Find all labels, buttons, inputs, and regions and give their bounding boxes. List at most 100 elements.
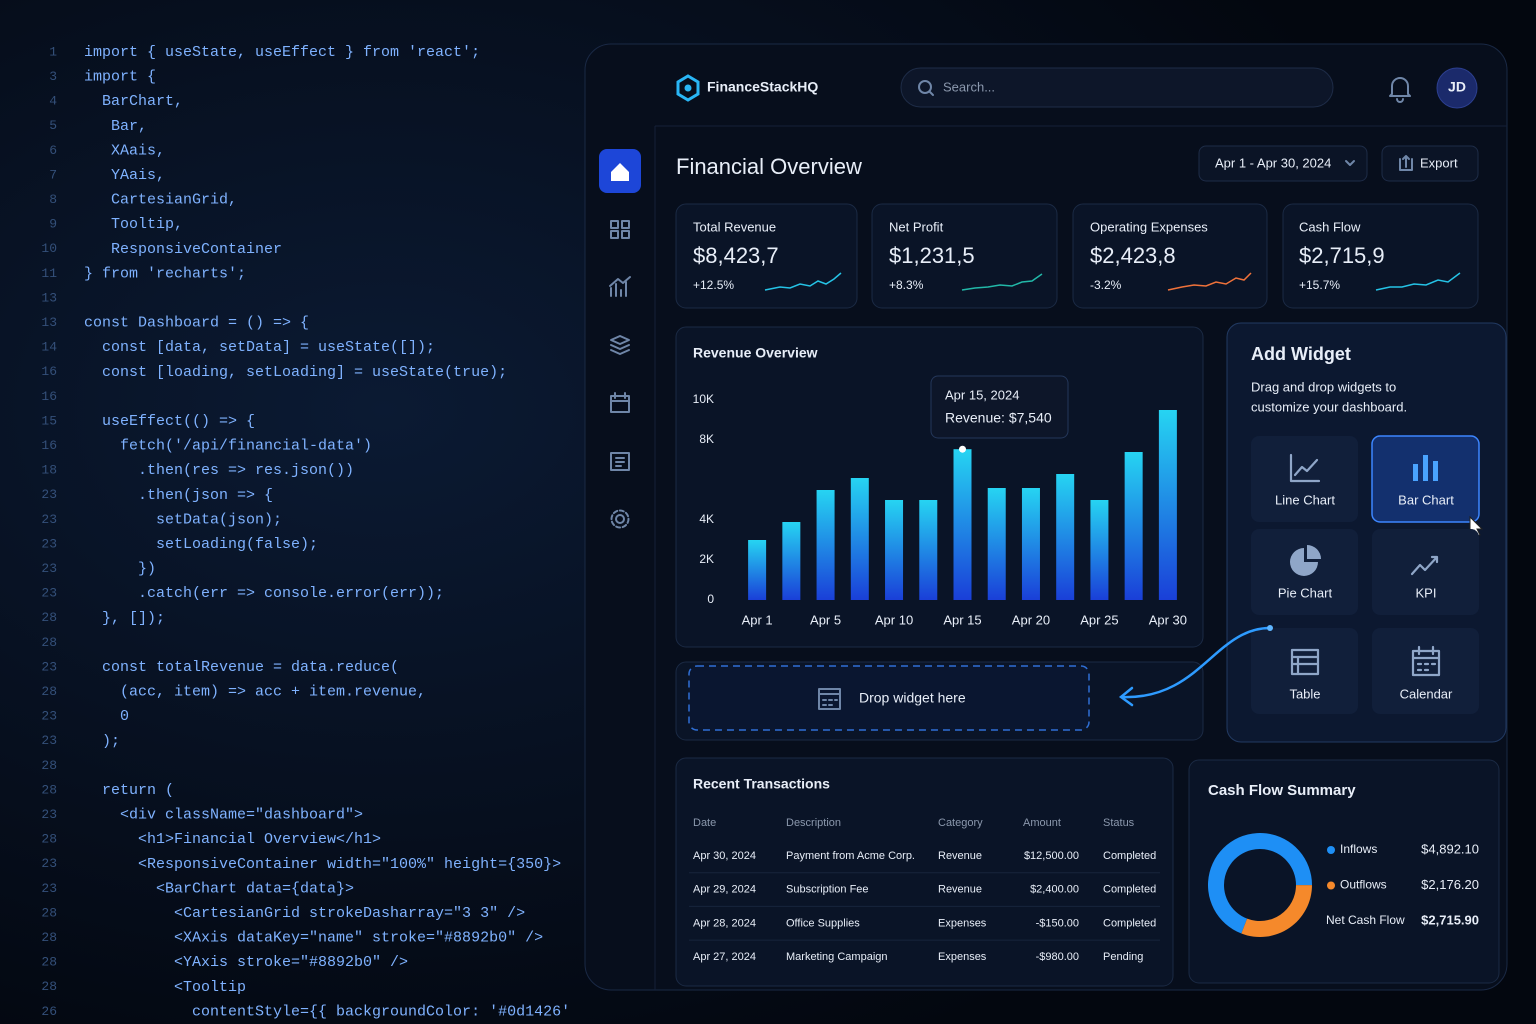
code-line: <CartesianGrid strokeDasharray="3 3" /> [84,905,525,922]
avatar[interactable] [1436,67,1478,109]
nav-reports[interactable] [610,452,630,471]
drop-zone[interactable] [688,665,1090,731]
bar [953,449,972,600]
table-cell: $2,400.00 [1030,884,1079,896]
widget-tile[interactable] [1372,529,1479,615]
bar [919,500,938,600]
line-number: 28 [41,610,57,625]
kpi-value: $2,715,9 [1299,243,1385,268]
line-number: 28 [41,955,57,970]
bar [987,488,1006,600]
code-line: <XAxis dataKey="name" stroke="#8892b0" /… [84,930,543,947]
line-number: 28 [41,684,57,699]
home-icon [611,163,629,181]
line-number: 1 [49,44,57,59]
code-line: return ( [84,782,174,799]
panel-description: customize your dashboard. [1251,399,1407,414]
export-icon [1399,155,1413,171]
line-number: 23 [41,586,57,601]
line-number: 28 [41,782,57,797]
bar [1158,410,1177,600]
bar [885,500,904,600]
table-cell: Subscription Fee [786,884,869,896]
line-number: 23 [41,659,57,674]
line-number: 18 [41,463,57,478]
column-header: Status [1103,817,1135,829]
column-header: Date [693,817,716,829]
code-line: YAais, [84,167,165,184]
nav-settings-gear[interactable] [610,509,630,529]
search-placeholder: Search... [943,79,995,94]
kpi-label: Cash Flow [1299,219,1361,234]
nav-analytics[interactable] [609,276,631,297]
widget-icon [1290,648,1320,676]
panel-title: Add Widget [1251,344,1351,364]
widget-tile[interactable] [1251,436,1358,522]
donut-chart: Inflows $4,892.10 Outflows $2,176.20 [1208,833,1479,938]
sparkline [1167,272,1252,291]
line-number: 13 [41,290,57,305]
bar [1124,452,1143,600]
code-line: .catch(err => console.error(err)); [84,585,444,602]
code-line: useEffect(() => { [84,413,255,430]
panel-description: Drag and drop widgets to [1251,379,1396,394]
x-tick-label: Apr 10 [875,612,913,627]
kpi-card [871,203,1058,309]
code-line: <div className="dashboard"> [84,807,363,824]
table-cell: Pending [1103,951,1143,963]
legend-value: $2,176.20 [1421,877,1479,892]
line-number: 5 [49,118,57,133]
code-line: Bar, [84,118,147,135]
line-number: 23 [41,561,57,576]
table-cell: Apr 28, 2024 [693,917,756,929]
x-tick-label: Apr 5 [810,612,841,627]
widget-tile[interactable] [1251,628,1358,714]
table-cell: Apr 27, 2024 [693,951,756,963]
line-number: 11 [41,266,57,281]
line-number: 23 [41,487,57,502]
nav-grid[interactable] [610,220,630,239]
bar-chart: 0 2K 4K 8K 10K Apr 1 Apr 5 Apr 10 Apr 15 Apr 20 Ap… [693,392,1187,627]
code-line: } from 'recharts'; [84,265,246,282]
column-header: Amount [1023,817,1061,829]
code-panel: 1 import { useState, useEffect } from 're… [41,44,570,1020]
code-line: ResponsiveContainer [84,241,282,258]
line-number: 23 [41,807,57,822]
kpi-label: Net Profit [889,219,944,234]
kpi-change: -3.2% [1090,278,1122,292]
code-line: .then(res => res.json()) [84,462,354,479]
bar [782,522,801,600]
export-label: Export [1420,155,1458,170]
line-number: 23 [41,881,57,896]
line-number: 23 [41,512,57,527]
bar [1056,474,1075,600]
export-button[interactable] [1381,145,1479,182]
table-cell: Completed [1103,884,1156,896]
legend-label: Inflows [1340,842,1377,856]
line-number: 28 [41,832,57,847]
legend-label: Outflows [1340,878,1387,892]
page-title: Financial Overview [676,154,862,179]
line-number: 3 [49,69,57,84]
widget-label: KPI [1416,585,1437,600]
tooltip-dot [959,445,966,453]
widget-label: Table [1289,686,1320,701]
widget-label: Calendar [1400,686,1453,701]
tooltip-text: Revenue: $7,540 [945,410,1052,426]
y-tick-label: 4K [699,512,714,526]
date-range-picker[interactable] [1198,145,1368,182]
nav-layers[interactable] [610,335,630,355]
table-cell: Expenses [938,917,987,929]
search-box[interactable] [900,67,1334,108]
nav-settings[interactable] [615,514,625,524]
bar [1021,488,1040,600]
code-line: const [data, setData] = useState([]); [84,339,435,356]
line-number: 16 [41,389,57,404]
search-icon-handle [928,90,934,96]
nav-calendar[interactable] [610,392,630,413]
notification-bell[interactable] [1389,77,1411,103]
line-number: 23 [41,536,57,551]
code-line: }) [84,561,156,578]
kpi-change: +15.7% [1299,278,1340,292]
